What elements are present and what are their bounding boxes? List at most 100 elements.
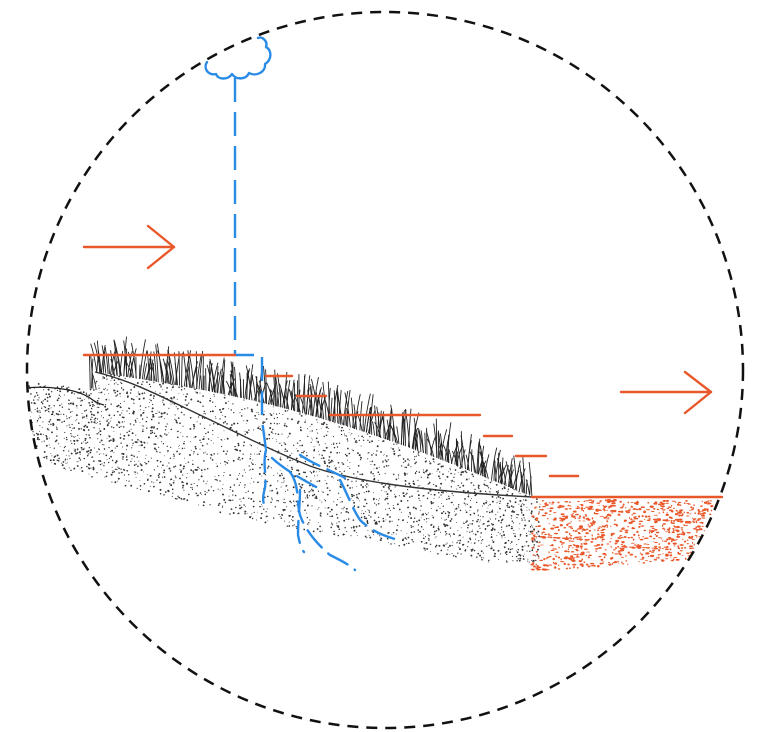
soil-dot <box>133 464 136 467</box>
soil-dot <box>347 440 349 442</box>
soil-dot <box>108 446 110 449</box>
soil-dot <box>506 504 509 507</box>
soil-dot <box>453 504 455 506</box>
soil-dot <box>499 533 501 535</box>
soil-dot <box>313 493 316 496</box>
soil-dot <box>45 455 48 458</box>
soil-dot <box>448 511 451 514</box>
sediment-dot <box>697 509 700 512</box>
soil-dot <box>193 453 195 455</box>
soil-dot <box>232 403 234 405</box>
grass-blade <box>404 418 407 447</box>
soil-dot <box>410 466 412 468</box>
soil-dot <box>419 530 421 533</box>
soil-dot <box>368 452 370 454</box>
soil-dot <box>189 416 192 419</box>
soil-dot <box>110 420 112 422</box>
soil-dot <box>169 483 171 485</box>
soil-dot <box>203 410 206 413</box>
soil-dot <box>173 455 175 457</box>
soil-dot <box>516 513 518 516</box>
soil-dot <box>35 432 38 435</box>
soil-dot <box>475 538 476 540</box>
grass-blade <box>460 431 463 469</box>
soil-dot <box>495 490 498 493</box>
soil-dot <box>259 505 261 508</box>
soil-dot <box>361 513 362 515</box>
soil-dot <box>400 500 403 502</box>
soil-dot <box>104 404 107 406</box>
soil-dot <box>361 510 363 512</box>
sediment-dot <box>703 553 707 555</box>
soil-dot <box>367 490 370 493</box>
soil-dot <box>281 444 283 447</box>
soil-dot <box>511 525 513 528</box>
soil-dot <box>189 427 192 430</box>
sediment-dot <box>676 535 681 538</box>
sediment-dot <box>673 500 677 502</box>
soil-dot <box>212 490 215 492</box>
sediment-dot <box>676 503 680 506</box>
soil-dot <box>430 507 432 509</box>
soil-dot <box>63 420 66 423</box>
soil-dot <box>79 459 82 461</box>
soil-dot <box>195 469 198 471</box>
soil-dot <box>296 448 298 450</box>
sediment-dot <box>568 544 573 547</box>
grass-blade <box>521 478 525 494</box>
soil-dot <box>389 520 391 523</box>
soil-dot <box>523 528 525 530</box>
soil-dot <box>229 426 232 429</box>
sediment-dot <box>547 536 550 539</box>
sediment-dot <box>632 538 635 541</box>
soil-dot <box>121 412 123 414</box>
sediment-dot <box>621 536 624 539</box>
soil-dot <box>443 524 446 526</box>
soil-dot <box>511 520 514 523</box>
soil-dot <box>43 440 45 442</box>
soil-dot <box>47 388 50 391</box>
soil-dot <box>138 445 140 447</box>
sediment-dot <box>553 517 557 520</box>
soil-dot <box>425 517 428 520</box>
soil-dot <box>469 506 472 509</box>
grass-blade <box>390 426 399 444</box>
soil-dot <box>136 487 138 489</box>
soil-dot <box>178 446 179 448</box>
soil-dot <box>38 430 40 432</box>
soil-dot <box>183 489 185 491</box>
sediment-dot <box>672 507 675 509</box>
soil-dot <box>491 509 494 511</box>
sediment-dot <box>559 540 563 543</box>
soil-dot <box>199 392 201 394</box>
soil-dot <box>315 437 318 440</box>
sediment-dot <box>668 509 673 512</box>
soil-dot <box>226 437 229 440</box>
soil-dot <box>494 552 496 555</box>
sediment-dot <box>677 535 679 537</box>
sediment-dot <box>542 535 546 538</box>
sediment-dot <box>585 506 590 508</box>
sediment-dot <box>654 528 658 531</box>
sediment-dot <box>674 502 677 504</box>
soil-dot <box>449 535 452 537</box>
grass-blade <box>90 354 94 389</box>
soil-dot <box>356 485 358 487</box>
sediment-dot <box>576 553 580 555</box>
soil-dot <box>178 386 180 389</box>
soil-dot <box>490 488 492 490</box>
soil-dot <box>307 435 309 438</box>
soil-dot <box>130 428 132 430</box>
grass-blade <box>188 354 195 389</box>
sediment-dot <box>677 547 681 550</box>
soil-dot <box>152 416 154 418</box>
soil-dot <box>519 535 521 537</box>
soil-dot <box>138 460 140 462</box>
soil-dot <box>276 492 279 495</box>
soil-dot <box>408 464 410 466</box>
soil-dot <box>469 513 472 516</box>
soil-dot <box>514 501 517 504</box>
soil-dot <box>133 460 135 462</box>
soil-dot <box>198 468 200 470</box>
soil-dot <box>397 476 399 478</box>
